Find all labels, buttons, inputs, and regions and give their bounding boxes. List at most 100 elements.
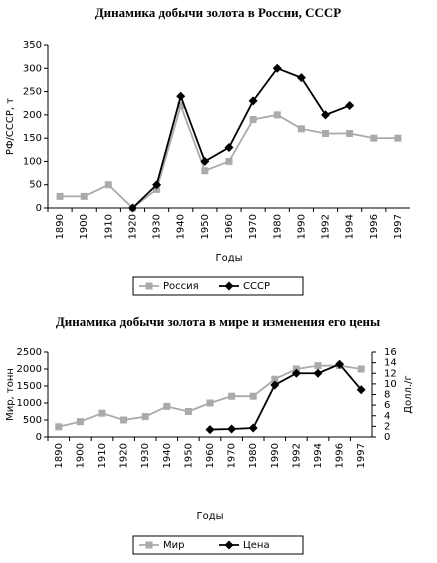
series-line [60, 102, 398, 210]
legend-marker [145, 282, 153, 290]
marker [141, 413, 149, 421]
x-tick-label: 1960 [205, 443, 216, 468]
x-tick-label: 1990 [296, 214, 307, 239]
x-tick-label: 1996 [369, 214, 380, 239]
y-tick-label: 250 [23, 87, 42, 98]
y2-tick-label: 0 [384, 432, 390, 443]
marker [184, 408, 192, 415]
x-tick-label: 1940 [176, 214, 187, 239]
series-line [131, 67, 350, 209]
marker [76, 418, 84, 426]
marker [272, 63, 282, 73]
y-tick-label: 350 [23, 40, 42, 51]
y-axis-label: Мир, тонн [5, 368, 16, 421]
marker [271, 375, 279, 383]
marker [104, 181, 112, 189]
x-tick-label: 1992 [291, 443, 302, 468]
x-tick-label: 1992 [321, 214, 332, 239]
chart-title: Динамика добычи золота в мире и изменени… [56, 314, 380, 329]
legend-label: Россия [163, 281, 199, 292]
y2-tick-label: 14 [384, 358, 397, 369]
legend-marker [224, 540, 234, 550]
y2-tick-label: 10 [384, 379, 397, 390]
x-tick-label: 1930 [152, 214, 163, 239]
marker [152, 180, 162, 190]
legend-marker [224, 281, 234, 291]
x-tick-label: 1940 [162, 443, 173, 468]
marker [273, 111, 281, 119]
x-tick-label: 1910 [103, 214, 114, 239]
marker [127, 203, 137, 213]
marker [394, 134, 402, 142]
x-tick-label: 1990 [270, 443, 281, 468]
y2-tick-label: 8 [384, 390, 390, 401]
y-tick-label: 500 [23, 415, 42, 426]
x-tick-label: 1900 [75, 443, 86, 468]
marker [357, 365, 365, 373]
y-tick-label: 300 [23, 63, 42, 74]
x-tick-label: 1994 [313, 443, 324, 468]
marker [345, 101, 355, 111]
y2-tick-label: 6 [384, 400, 390, 411]
marker [200, 156, 210, 166]
marker [297, 125, 305, 133]
marker [249, 116, 257, 124]
y2-tick-label: 2 [384, 421, 390, 432]
legend-box [132, 276, 304, 296]
y2-tick-label: 16 [384, 347, 397, 358]
marker [248, 96, 258, 106]
x-tick-label: 1930 [140, 443, 151, 468]
x-tick-label: 1950 [200, 214, 211, 239]
marker [153, 185, 161, 193]
marker [356, 385, 366, 395]
x-tick-label: 1980 [248, 443, 259, 468]
marker [335, 359, 345, 369]
marker [55, 423, 63, 431]
x-tick-label: 1900 [79, 214, 90, 239]
legend-label: Мир [163, 540, 184, 551]
y-tick-label: 2000 [17, 364, 42, 375]
x-tick-label: 1997 [356, 443, 367, 468]
y-tick-label: 100 [23, 156, 42, 167]
marker [370, 134, 378, 142]
y-tick-label: 150 [23, 133, 42, 144]
x-tick-label: 1920 [127, 214, 138, 239]
marker [296, 73, 306, 83]
marker [314, 362, 322, 370]
chart-title: Динамика добычи золота в России, СССР [95, 5, 342, 20]
y2-tick-label: 4 [384, 411, 390, 422]
marker [120, 416, 128, 424]
y2-tick-label: 12 [384, 368, 397, 379]
marker [177, 102, 185, 110]
marker [163, 402, 171, 410]
marker [205, 425, 215, 435]
x-axis-label: Годы [196, 511, 223, 522]
marker [227, 424, 237, 434]
marker [206, 399, 214, 407]
x-tick-label: 1980 [272, 214, 283, 239]
y-tick-label: 0 [36, 203, 42, 214]
y-tick-label: 1500 [17, 381, 42, 392]
y2-axis-label: Долл./г [403, 375, 414, 414]
y-tick-label: 50 [29, 180, 42, 191]
x-tick-label: 1970 [227, 443, 238, 468]
marker [248, 423, 258, 433]
legend-marker [145, 541, 153, 549]
marker [98, 409, 106, 417]
marker [313, 368, 323, 378]
y-tick-label: 0 [36, 432, 42, 443]
marker [56, 192, 64, 200]
x-tick-label: 1890 [55, 214, 66, 239]
y-tick-label: 2500 [17, 347, 42, 358]
legend-box [132, 535, 304, 555]
x-tick-label: 1920 [119, 443, 130, 468]
marker [322, 129, 330, 137]
marker [249, 392, 257, 400]
marker [224, 142, 234, 152]
y-axis-label: РФ/СССР, т [5, 98, 16, 155]
marker [291, 368, 301, 378]
legend-label: Цена [243, 540, 270, 551]
marker [321, 110, 331, 120]
x-tick-label: 1950 [183, 443, 194, 468]
